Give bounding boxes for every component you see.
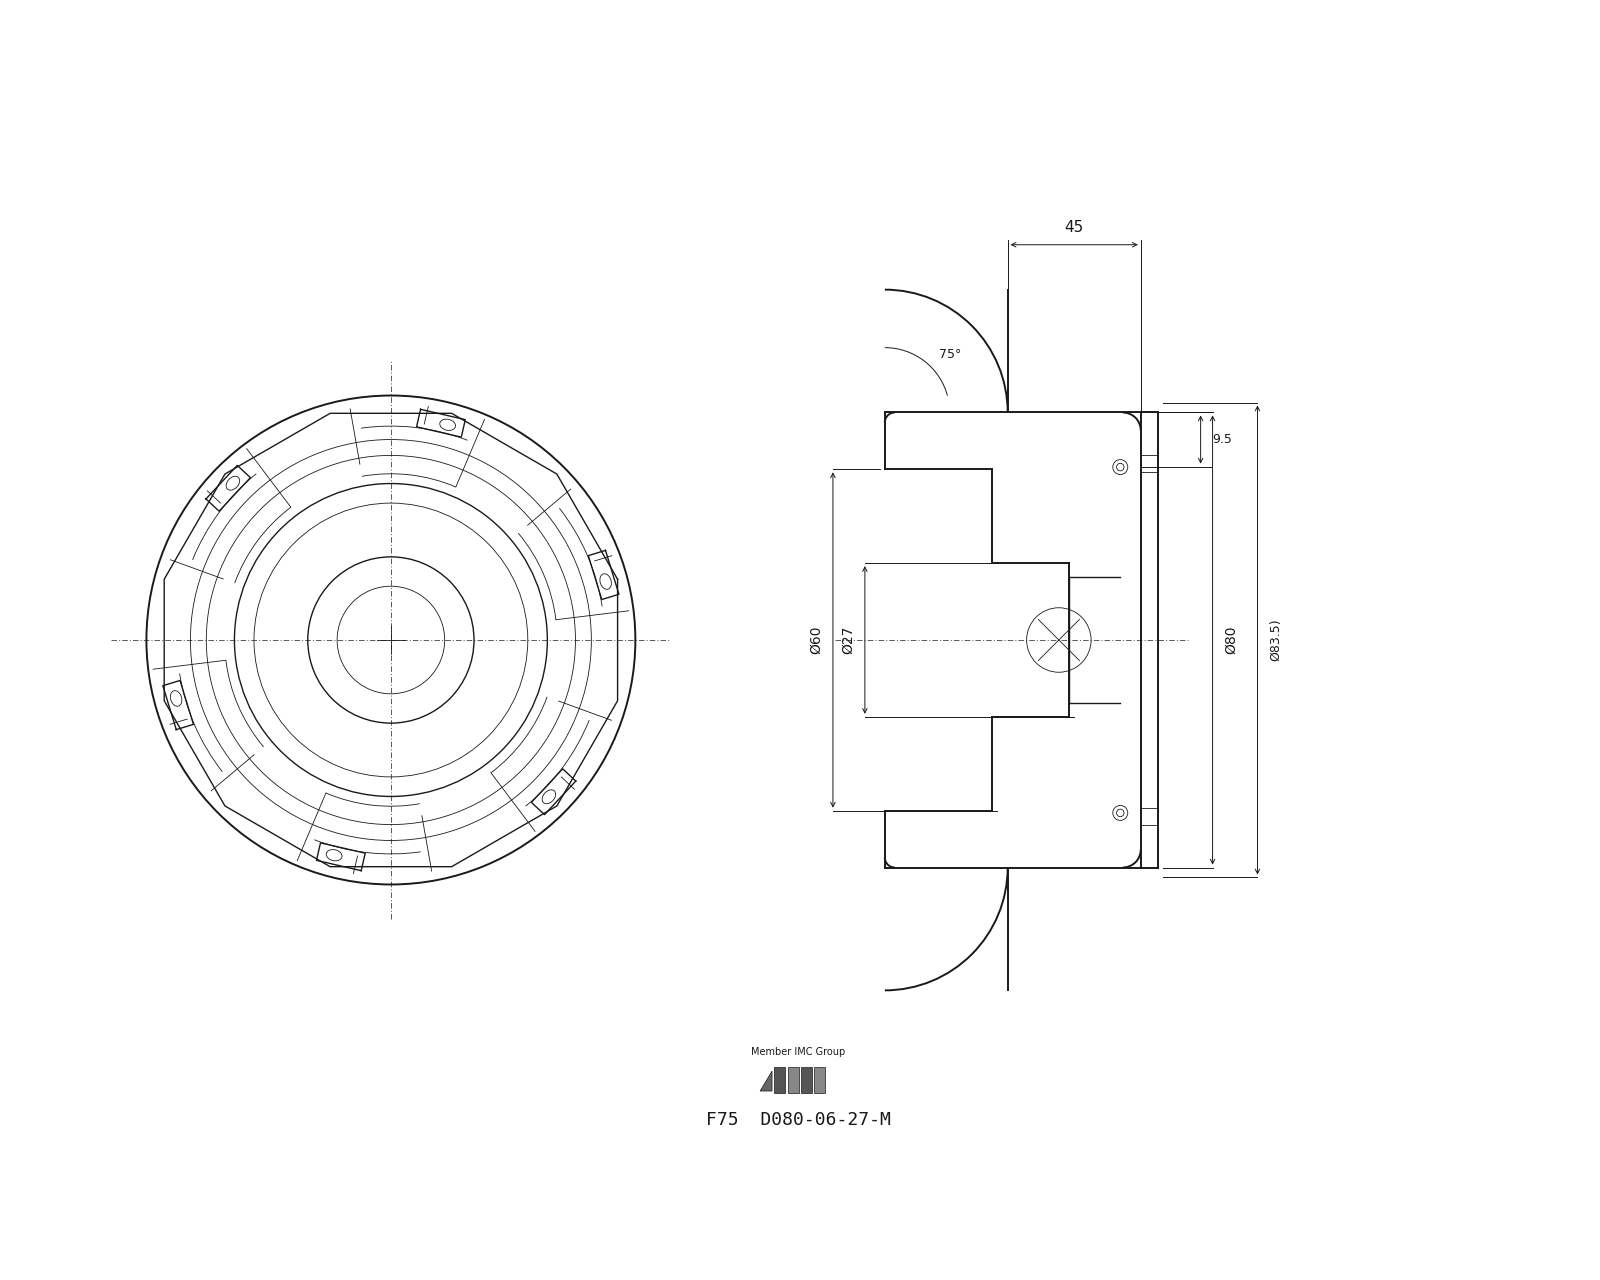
- Text: Ø80: Ø80: [1224, 626, 1238, 654]
- Polygon shape: [760, 1071, 773, 1091]
- Text: Ø60: Ø60: [810, 626, 822, 654]
- Bar: [774, 1068, 786, 1093]
- Text: Ø83.5): Ø83.5): [1269, 618, 1283, 662]
- Text: 45: 45: [1064, 220, 1083, 234]
- Bar: [814, 1068, 826, 1093]
- Text: Member IMC Group: Member IMC Group: [750, 1047, 845, 1057]
- Text: F75  D080-06-27-M: F75 D080-06-27-M: [706, 1111, 891, 1129]
- Bar: [802, 1068, 811, 1093]
- Text: Ø27: Ø27: [842, 626, 854, 654]
- Text: 75°: 75°: [939, 348, 962, 361]
- Bar: [787, 1068, 798, 1093]
- Text: 9.5: 9.5: [1213, 433, 1232, 445]
